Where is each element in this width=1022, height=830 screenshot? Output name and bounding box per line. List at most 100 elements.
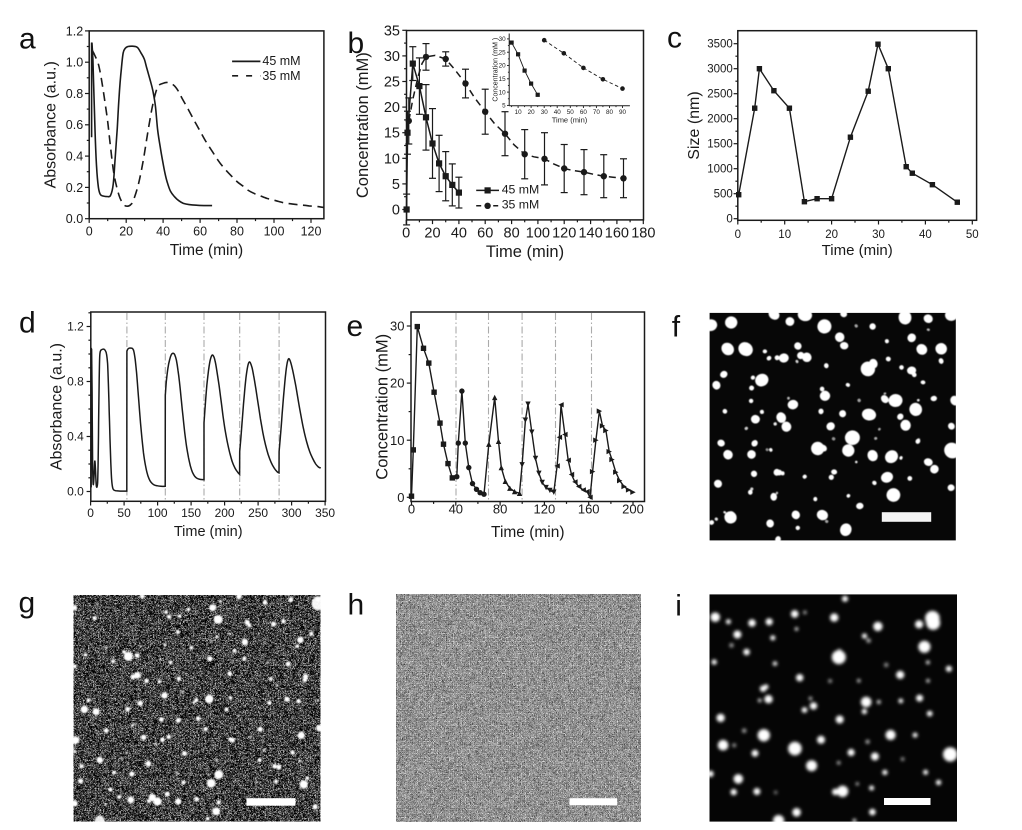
svg-text:Concentration (mM): Concentration (mM) bbox=[374, 334, 392, 480]
svg-text:b: b bbox=[348, 27, 365, 60]
svg-text:30: 30 bbox=[872, 229, 885, 241]
svg-text:1500: 1500 bbox=[707, 139, 733, 151]
svg-text:20: 20 bbox=[528, 109, 536, 116]
svg-text:45 mM: 45 mM bbox=[502, 182, 540, 196]
svg-text:h: h bbox=[348, 589, 365, 622]
svg-text:30: 30 bbox=[541, 109, 549, 116]
svg-text:120: 120 bbox=[534, 502, 556, 517]
svg-text:Size (nm): Size (nm) bbox=[686, 91, 703, 159]
svg-text:150: 150 bbox=[181, 506, 201, 520]
svg-text:160: 160 bbox=[605, 225, 629, 241]
svg-text:60: 60 bbox=[193, 224, 207, 238]
svg-text:Absorbance (a.u.): Absorbance (a.u.) bbox=[43, 61, 60, 188]
svg-text:15: 15 bbox=[384, 126, 400, 142]
svg-text:2000: 2000 bbox=[707, 114, 733, 126]
svg-text:200: 200 bbox=[215, 506, 235, 520]
svg-text:0.2: 0.2 bbox=[66, 181, 83, 195]
svg-text:30: 30 bbox=[390, 319, 404, 334]
svg-text:25: 25 bbox=[499, 49, 507, 56]
svg-text:10: 10 bbox=[384, 151, 400, 167]
svg-text:10: 10 bbox=[778, 229, 791, 241]
svg-text:0.4: 0.4 bbox=[66, 150, 83, 164]
svg-text:120: 120 bbox=[552, 225, 576, 241]
svg-text:d: d bbox=[19, 307, 36, 340]
svg-text:Absorbance (a.u.): Absorbance (a.u.) bbox=[48, 343, 65, 470]
svg-text:3500: 3500 bbox=[707, 39, 733, 51]
svg-text:g: g bbox=[19, 586, 36, 619]
svg-text:25: 25 bbox=[384, 75, 400, 91]
svg-text:i: i bbox=[675, 589, 682, 622]
svg-text:60: 60 bbox=[580, 109, 588, 116]
svg-text:20: 20 bbox=[424, 225, 440, 241]
svg-text:90: 90 bbox=[619, 109, 627, 116]
svg-text:Time (min): Time (min) bbox=[174, 524, 243, 540]
svg-text:500: 500 bbox=[714, 189, 733, 201]
svg-text:40: 40 bbox=[919, 229, 932, 241]
svg-text:140: 140 bbox=[578, 225, 602, 241]
svg-text:0.4: 0.4 bbox=[67, 430, 84, 444]
svg-text:a: a bbox=[19, 22, 36, 55]
svg-text:20: 20 bbox=[825, 229, 838, 241]
svg-text:100: 100 bbox=[526, 225, 550, 241]
svg-text:50: 50 bbox=[117, 506, 131, 520]
svg-text:350: 350 bbox=[315, 506, 335, 520]
svg-text:20: 20 bbox=[499, 63, 507, 70]
svg-text:3000: 3000 bbox=[707, 64, 733, 76]
svg-text:1.2: 1.2 bbox=[66, 24, 83, 38]
svg-text:80: 80 bbox=[504, 225, 520, 241]
svg-text:0.0: 0.0 bbox=[67, 485, 84, 499]
svg-text:Time (min): Time (min) bbox=[486, 243, 564, 261]
svg-text:Concentration (mM): Concentration (mM) bbox=[354, 52, 372, 198]
svg-text:10: 10 bbox=[499, 89, 507, 96]
svg-text:Time (min): Time (min) bbox=[170, 242, 243, 259]
svg-text:Concentration (mM ): Concentration (mM ) bbox=[493, 38, 500, 102]
svg-text:160: 160 bbox=[578, 502, 600, 517]
svg-text:100: 100 bbox=[264, 224, 285, 238]
svg-text:20: 20 bbox=[119, 224, 133, 238]
svg-text:0.0: 0.0 bbox=[66, 212, 83, 226]
svg-text:1.2: 1.2 bbox=[67, 320, 84, 334]
svg-text:70: 70 bbox=[593, 109, 601, 116]
svg-text:0: 0 bbox=[392, 203, 400, 219]
svg-text:10: 10 bbox=[390, 433, 404, 448]
svg-text:0.8: 0.8 bbox=[66, 87, 83, 101]
svg-text:5: 5 bbox=[392, 177, 400, 193]
svg-text:180: 180 bbox=[631, 225, 655, 241]
svg-text:0: 0 bbox=[86, 224, 93, 238]
svg-text:40: 40 bbox=[156, 224, 170, 238]
svg-text:0: 0 bbox=[408, 502, 415, 517]
svg-text:20: 20 bbox=[384, 100, 400, 116]
svg-text:100: 100 bbox=[148, 506, 168, 520]
svg-text:50: 50 bbox=[966, 229, 979, 241]
svg-text:35 mM: 35 mM bbox=[262, 69, 300, 83]
svg-text:0: 0 bbox=[726, 214, 732, 226]
svg-text:40: 40 bbox=[449, 502, 463, 517]
svg-text:45 mM: 45 mM bbox=[262, 54, 300, 68]
svg-text:Time (min): Time (min) bbox=[822, 242, 893, 259]
svg-text:0: 0 bbox=[87, 506, 94, 520]
svg-text:2500: 2500 bbox=[707, 89, 733, 101]
svg-text:e: e bbox=[347, 310, 364, 343]
svg-text:80: 80 bbox=[606, 109, 614, 116]
svg-text:250: 250 bbox=[248, 506, 268, 520]
svg-text:20: 20 bbox=[390, 376, 404, 391]
svg-text:35 mM: 35 mM bbox=[502, 198, 540, 212]
svg-text:80: 80 bbox=[493, 502, 507, 517]
svg-text:60: 60 bbox=[477, 225, 493, 241]
svg-text:0.6: 0.6 bbox=[66, 118, 83, 132]
svg-text:80: 80 bbox=[230, 224, 244, 238]
svg-text:Time (min): Time (min) bbox=[552, 116, 588, 125]
svg-text:1000: 1000 bbox=[707, 164, 733, 176]
svg-text:0: 0 bbox=[397, 490, 404, 505]
svg-text:300: 300 bbox=[282, 506, 302, 520]
svg-text:30: 30 bbox=[384, 49, 400, 65]
svg-text:0: 0 bbox=[402, 225, 410, 241]
svg-text:200: 200 bbox=[622, 502, 644, 517]
svg-text:35: 35 bbox=[384, 23, 400, 39]
svg-text:1.0: 1.0 bbox=[66, 56, 83, 70]
svg-text:0: 0 bbox=[735, 229, 741, 241]
svg-text:40: 40 bbox=[554, 109, 562, 116]
svg-text:50: 50 bbox=[567, 109, 575, 116]
svg-text:10: 10 bbox=[515, 109, 523, 116]
svg-text:0.8: 0.8 bbox=[67, 375, 84, 389]
